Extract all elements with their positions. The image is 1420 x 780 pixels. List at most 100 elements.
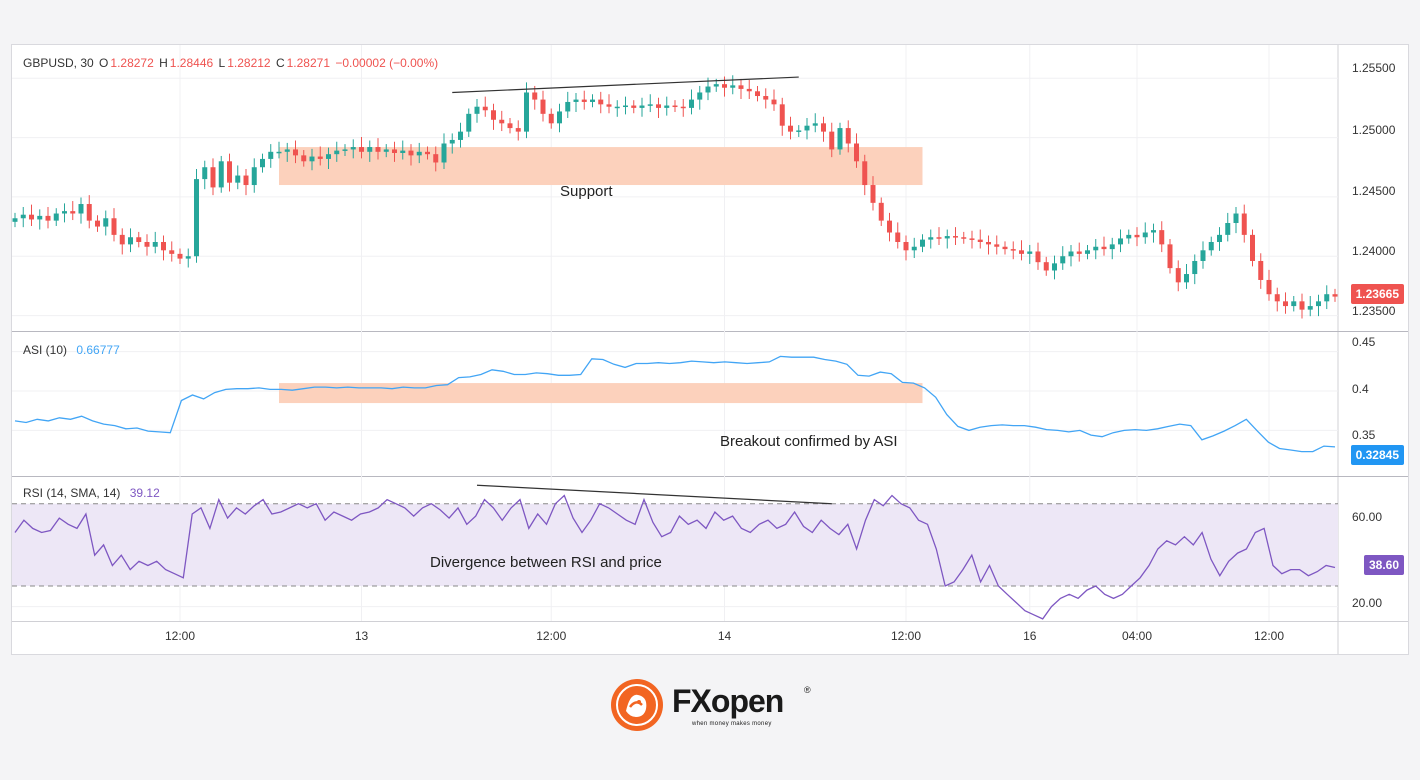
candle-body (788, 125, 793, 132)
candle-body (359, 147, 364, 152)
candle-body (1241, 213, 1247, 235)
candle-body (375, 147, 381, 152)
candle-body (210, 167, 216, 188)
candle-body (804, 125, 810, 131)
support-zone (279, 147, 923, 186)
open-label: O (99, 56, 109, 70)
x-tick-label: 12:00 (536, 629, 567, 643)
candle-body (1225, 223, 1231, 235)
candle-body (614, 106, 620, 109)
candle-body (276, 151, 282, 154)
candle-body (284, 149, 290, 152)
candle-body (986, 241, 991, 245)
candle-body (903, 241, 909, 251)
candle-body (433, 154, 439, 163)
low-label: L (218, 56, 226, 70)
candle-body (590, 99, 595, 102)
candle-body (895, 232, 901, 242)
low-value: 1.28212 (227, 56, 271, 70)
candle-body (317, 156, 323, 159)
open-value: 1.28272 (110, 56, 154, 70)
candle-body (491, 110, 496, 120)
rsi-last-value-badge: 38.60 (1363, 555, 1404, 575)
candle-body (845, 128, 851, 144)
candle-body (1324, 294, 1330, 302)
candle-body (1052, 263, 1057, 271)
x-tick-label: 12:00 (164, 629, 196, 643)
candle-body (936, 237, 942, 239)
candle-body (1217, 234, 1222, 242)
chart-canvas (12, 45, 1408, 654)
candle-body (12, 218, 18, 222)
candle-body (713, 84, 719, 87)
candle-body (1035, 251, 1041, 263)
candle-body (680, 106, 686, 109)
candle-body (1134, 234, 1140, 238)
candle-body (62, 211, 67, 214)
candle-body (779, 104, 785, 126)
candle-body (664, 105, 670, 108)
candle-body (392, 149, 397, 153)
candle-body (961, 237, 967, 239)
asi-last-value-badge: 0.32845 (1350, 445, 1404, 465)
registered-mark: ® (804, 685, 811, 695)
candle-body (1167, 244, 1173, 269)
candle-body (977, 239, 983, 242)
candle-body (524, 92, 529, 132)
candle-body (95, 220, 100, 227)
candle-body (1175, 268, 1181, 283)
candle-body (161, 241, 166, 251)
candle-body (606, 104, 612, 107)
candle-body (1142, 232, 1148, 238)
candle-body (260, 158, 265, 168)
candle-body (1027, 251, 1033, 254)
candle-body (1109, 244, 1115, 250)
candle-body (301, 155, 307, 162)
candle-body (251, 167, 257, 186)
asi-ytick: 0.45 (1352, 335, 1376, 349)
candle-body (746, 88, 752, 92)
candle-body (994, 244, 1000, 247)
candle-body (45, 215, 51, 221)
candle-body (540, 99, 546, 114)
rsi-ytick: 60.00 (1352, 510, 1383, 524)
asi-zone (279, 383, 923, 404)
candle-body (812, 123, 818, 126)
candle-body (169, 250, 175, 254)
candle-body (499, 119, 505, 124)
candle-body (689, 99, 694, 108)
candle-body (565, 101, 571, 112)
candle-body (78, 204, 84, 214)
candle-body (1192, 260, 1198, 275)
candle-body (458, 131, 463, 140)
candle-body (1002, 246, 1008, 250)
candle-body (400, 150, 406, 153)
candle-body (854, 143, 859, 162)
candle-body (474, 106, 480, 114)
candle-body (1085, 250, 1090, 254)
candle-body (548, 113, 554, 124)
candle-body (887, 220, 892, 233)
candle-body (507, 123, 513, 129)
candle-body (1200, 250, 1206, 261)
candle-body (1019, 250, 1024, 254)
logo-graphic (611, 679, 663, 731)
candle-body (1101, 246, 1107, 250)
candle-body (466, 113, 472, 132)
candle-body (128, 237, 133, 245)
candle-body (532, 92, 538, 100)
rsi-header: RSI (14, SMA, 14) 39.12 (23, 486, 162, 500)
candle-body (441, 143, 447, 163)
candle-body (1291, 301, 1297, 307)
candle-body (449, 139, 455, 144)
candle-body (482, 106, 488, 111)
candle-body (243, 175, 249, 186)
price-ytick: 1.24500 (1352, 184, 1396, 198)
candle-body (194, 179, 199, 257)
candle-body (1118, 238, 1123, 245)
candle-body (1332, 294, 1338, 297)
candle-body (573, 99, 579, 102)
candle-body (1208, 241, 1214, 251)
candle-body (408, 150, 414, 156)
